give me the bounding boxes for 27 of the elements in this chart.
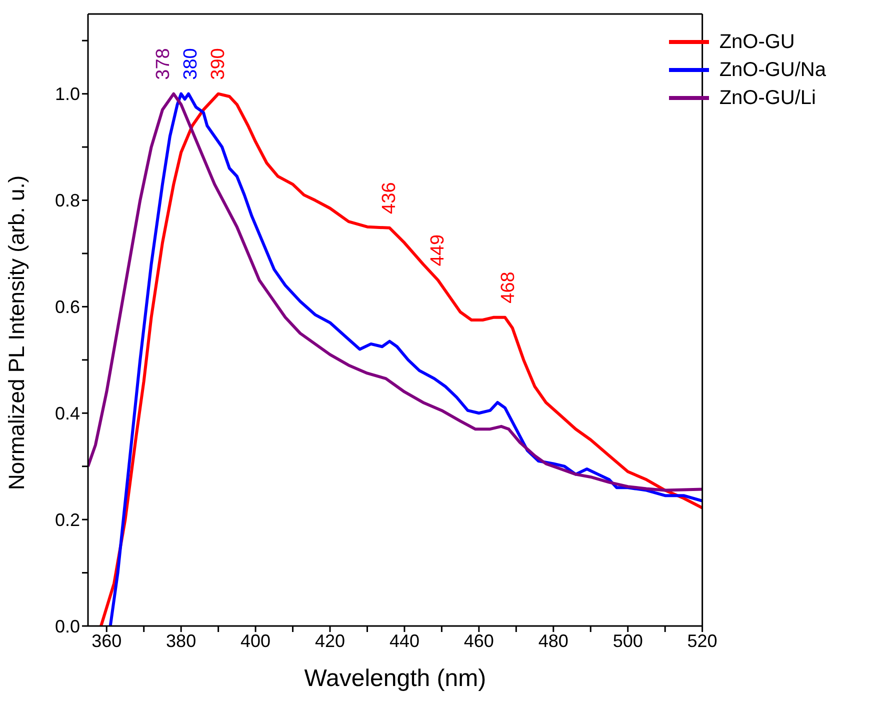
y-tick-label: 1.0 bbox=[54, 84, 80, 104]
legend-label: ZnO-GU/Li bbox=[719, 86, 816, 111]
annotation: 436 bbox=[379, 182, 400, 214]
x-tick-label: 360 bbox=[92, 630, 122, 651]
annotation: 468 bbox=[498, 272, 520, 304]
x-tick-label: 460 bbox=[464, 630, 494, 651]
y-tick-label: 0.6 bbox=[54, 297, 80, 318]
y-axis-title: Normalized PL Intensity (arb. u.) bbox=[4, 175, 29, 490]
y-tick-label: 0.8 bbox=[54, 190, 80, 211]
x-tick-label: 480 bbox=[538, 630, 568, 651]
x-tick-label: 520 bbox=[687, 630, 718, 651]
line-series bbox=[88, 92, 702, 492]
legend-label: ZnO-GU/Na bbox=[719, 58, 826, 83]
x-axis-title: Wavelength (nm) bbox=[304, 665, 486, 692]
annotation: 380 bbox=[180, 48, 202, 80]
y-tick-label: 0.4 bbox=[54, 404, 80, 424]
x-tick-label: 380 bbox=[166, 630, 196, 651]
x-tick-label: 400 bbox=[240, 630, 271, 651]
annotation: 378 bbox=[153, 48, 174, 80]
x-tick-label: 440 bbox=[389, 630, 420, 651]
annotation: 390 bbox=[208, 48, 229, 80]
annotation: 449 bbox=[427, 234, 448, 266]
x-tick-label: 420 bbox=[314, 630, 346, 651]
x-tick-label: 500 bbox=[612, 630, 643, 651]
y-tick-label: 0.0 bbox=[54, 616, 80, 636]
y-tick-label: 0.2 bbox=[54, 510, 80, 530]
legend-label: ZnO-GU bbox=[719, 30, 795, 55]
